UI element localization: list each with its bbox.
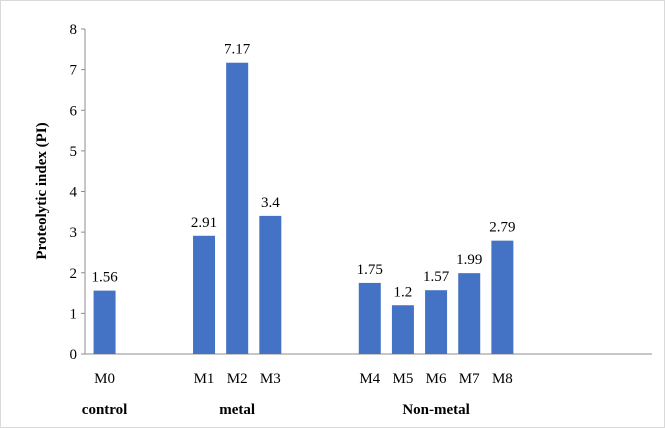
y-tick-label: 6 <box>70 103 78 119</box>
bar-m8 <box>491 241 513 354</box>
data-label-m5: 1.2 <box>394 284 413 300</box>
x-axis-tick-labels: M0 M1 M2 M3 M4 M5 M6 M7 M8 <box>94 371 513 387</box>
group-label-non-metal: Non-metal <box>402 402 470 418</box>
y-tick-label: 8 <box>70 22 78 38</box>
data-label-m7: 1.99 <box>456 252 482 268</box>
y-tick-label: 4 <box>70 185 78 201</box>
x-tick-label-m8: M8 <box>492 371 513 387</box>
x-tick-label-m1: M1 <box>194 371 215 387</box>
x-tick-label-m4: M4 <box>359 371 380 387</box>
y-tick-label: 0 <box>70 347 78 363</box>
group-label-control: control <box>82 402 128 418</box>
y-tick-label: 2 <box>70 266 78 282</box>
y-tick-label: 7 <box>70 63 78 79</box>
data-label-m0: 1.56 <box>91 270 118 286</box>
data-label-m1: 2.91 <box>191 215 217 231</box>
y-axis-title: Proteolytic index (PI) <box>34 122 50 259</box>
y-tick-label: 3 <box>70 225 78 241</box>
x-tick-label-m3: M3 <box>260 371 281 387</box>
x-tick-label-m2: M2 <box>227 371 248 387</box>
x-tick-label-m0: M0 <box>94 371 115 387</box>
x-tick-label-m7: M7 <box>459 371 480 387</box>
bar-m1 <box>193 236 215 354</box>
data-label-m6: 1.57 <box>423 269 450 285</box>
data-label-m2: 7.17 <box>224 42 251 58</box>
data-label-m3: 3.4 <box>261 195 280 211</box>
bar-m5 <box>392 305 414 354</box>
bar-m7 <box>458 273 480 354</box>
group-labels: control metal Non-metal <box>82 402 470 418</box>
x-tick-label-m6: M6 <box>426 371 447 387</box>
data-labels: 1.56 2.91 7.17 3.4 1.75 1.2 1.57 1.99 2.79 <box>91 42 515 301</box>
bar-m4 <box>359 283 381 354</box>
x-tick-label-m5: M5 <box>393 371 414 387</box>
bar-m6 <box>425 290 447 354</box>
group-label-metal: metal <box>219 402 255 418</box>
data-label-m8: 2.79 <box>489 220 515 236</box>
bar-m2 <box>226 63 248 354</box>
bar-m0 <box>94 291 116 354</box>
data-label-m4: 1.75 <box>357 262 383 278</box>
bars <box>94 63 514 354</box>
y-tick-label: 5 <box>70 144 78 160</box>
bar-m3 <box>259 216 281 354</box>
y-tick-label: 1 <box>70 306 78 322</box>
